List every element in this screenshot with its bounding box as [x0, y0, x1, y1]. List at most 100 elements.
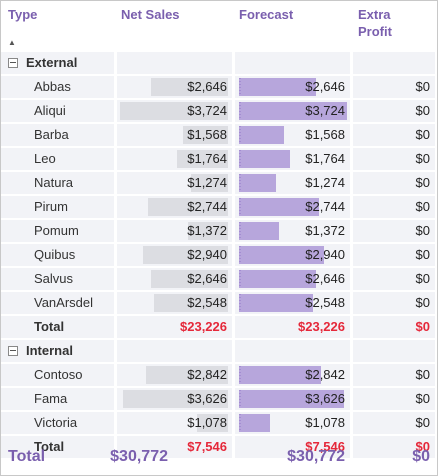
forecast-cell: $3,724 — [235, 100, 350, 122]
subtotal-forecast: $23,226 — [298, 319, 345, 334]
forecast-value: $2,646 — [305, 271, 345, 286]
table-row[interactable]: Contoso $2,842 $2,842 $0 — [0, 364, 438, 386]
forecast-cell: $1,568 — [235, 124, 350, 146]
sort-ascending-icon[interactable]: ▲ — [8, 38, 16, 47]
net-sales-cell: $1,372 — [117, 220, 232, 242]
table-row[interactable]: Salvus $2,646 $2,646 $0 — [0, 268, 438, 290]
extra-profit-cell: $0 — [353, 316, 435, 338]
forecast-value: $1,568 — [305, 127, 345, 142]
forecast-value: $2,940 — [305, 247, 345, 262]
type-cell: Abbas — [1, 76, 114, 98]
extra-profit-value: $0 — [415, 223, 430, 238]
collapse-icon[interactable] — [8, 58, 18, 68]
row-name: Aliqui — [34, 103, 66, 118]
forecast-cell: $23,226 — [235, 316, 350, 338]
row-name: Barba — [34, 127, 69, 142]
extra-profit-cell: $0 — [353, 364, 435, 386]
table-row[interactable]: Quibus $2,940 $2,940 $0 — [0, 244, 438, 266]
net-sales-value: $1,764 — [187, 151, 227, 166]
table-row[interactable]: Leo $1,764 $1,764 $0 — [0, 148, 438, 170]
extra-profit-cell: $0 — [353, 292, 435, 314]
forecast-cell: $2,646 — [235, 268, 350, 290]
forecast-bar — [239, 222, 279, 240]
type-cell: Total — [1, 316, 114, 338]
forecast-cell: $2,744 — [235, 196, 350, 218]
net-sales-value: $3,626 — [187, 391, 227, 406]
net-sales-cell: $1,764 — [117, 148, 232, 170]
net-sales-bar — [151, 270, 228, 288]
net-sales-value: $2,646 — [187, 79, 227, 94]
extra-profit-cell: $0 — [353, 124, 435, 146]
grand-total-extra-profit: $0 — [412, 448, 430, 465]
net-sales-cell: $1,274 — [117, 172, 232, 194]
extra-profit-cell: $0 — [353, 220, 435, 242]
collapse-icon[interactable] — [8, 346, 18, 356]
type-cell: Fama — [1, 388, 114, 410]
group-header-cell — [1, 340, 114, 362]
forecast-cell: $2,842 — [235, 364, 350, 386]
forecast-cell: $1,764 — [235, 148, 350, 170]
row-name: Contoso — [34, 367, 83, 382]
extra-profit-cell: $0 — [353, 388, 435, 410]
net-sales-cell: $2,548 — [117, 292, 232, 314]
forecast-bar — [239, 246, 324, 264]
extra-profit-cell: $0 — [353, 412, 435, 434]
table-row[interactable]: Natura $1,274 $1,274 $0 — [0, 172, 438, 194]
header-type[interactable]: Type — [8, 7, 38, 22]
table-row[interactable]: Pirum $2,744 $2,744 $0 — [0, 196, 438, 218]
header-forecast[interactable]: Forecast — [239, 7, 294, 22]
net-sales-bar — [151, 78, 228, 96]
group-header-cell — [117, 52, 232, 74]
extra-profit-cell: $0 — [353, 244, 435, 266]
extra-profit-value: $0 — [415, 367, 430, 382]
header-extra-profit[interactable]: Extra Profit — [358, 7, 392, 39]
subtotal-row: Total $7,546 $7,546 $0 — [0, 436, 438, 458]
forecast-cell: $3,626 — [235, 388, 350, 410]
forecast-bar — [239, 270, 316, 288]
table-row[interactable]: Aliqui $3,724 $3,724 $0 — [0, 100, 438, 122]
type-cell: Contoso — [1, 364, 114, 386]
table-row[interactable]: Victoria $1,078 $1,078 $0 — [0, 412, 438, 434]
net-sales-cell: $1,078 — [117, 412, 232, 434]
forecast-bar — [239, 198, 319, 216]
forecast-bar — [239, 294, 313, 312]
group-header-row[interactable]: External — [0, 52, 438, 74]
table-row[interactable]: Pomum $1,372 $1,372 $0 — [0, 220, 438, 242]
type-cell: Barba — [1, 124, 114, 146]
group-header-cell — [235, 340, 350, 362]
table-row[interactable]: Barba $1,568 $1,568 $0 — [0, 124, 438, 146]
extra-profit-cell: $0 — [353, 172, 435, 194]
table-row[interactable]: VanArsdel $2,548 $2,548 $0 — [0, 292, 438, 314]
forecast-value: $2,842 — [305, 367, 345, 382]
net-sales-cell: $23,226 — [117, 316, 232, 338]
row-name: VanArsdel — [34, 295, 94, 310]
net-sales-value: $3,724 — [187, 103, 227, 118]
forecast-value: $1,764 — [305, 151, 345, 166]
forecast-cell: $2,646 — [235, 76, 350, 98]
group-label: External — [26, 55, 78, 70]
subtotal-net-sales: $7,546 — [187, 439, 227, 454]
table-row[interactable]: Abbas $2,646 $2,646 $0 — [0, 76, 438, 98]
grand-total-forecast: $30,772 — [287, 448, 345, 465]
forecast-value: $2,548 — [305, 295, 345, 310]
extra-profit-cell: $0 — [353, 100, 435, 122]
net-sales-value: $2,744 — [187, 199, 227, 214]
net-sales-cell: $2,940 — [117, 244, 232, 266]
table-row[interactable]: Fama $3,626 $3,626 $0 — [0, 388, 438, 410]
extra-profit-value: $0 — [415, 415, 430, 430]
net-sales-cell: $3,724 — [117, 100, 232, 122]
extra-profit-cell: $0 — [353, 76, 435, 98]
extra-profit-cell: $0 — [353, 268, 435, 290]
net-sales-value: $1,274 — [187, 175, 227, 190]
forecast-cell: $2,548 — [235, 292, 350, 314]
extra-profit-value: $0 — [415, 247, 430, 262]
net-sales-value: $2,940 — [187, 247, 227, 262]
subtotal-net-sales: $23,226 — [180, 319, 227, 334]
net-sales-cell: $2,842 — [117, 364, 232, 386]
header-net-sales[interactable]: Net Sales — [121, 7, 180, 22]
group-header-row[interactable]: Internal — [0, 340, 438, 362]
group-header-cell — [353, 340, 435, 362]
forecast-cell: $1,372 — [235, 220, 350, 242]
subtotal-label: Total — [34, 439, 65, 454]
net-sales-bar — [146, 366, 228, 384]
